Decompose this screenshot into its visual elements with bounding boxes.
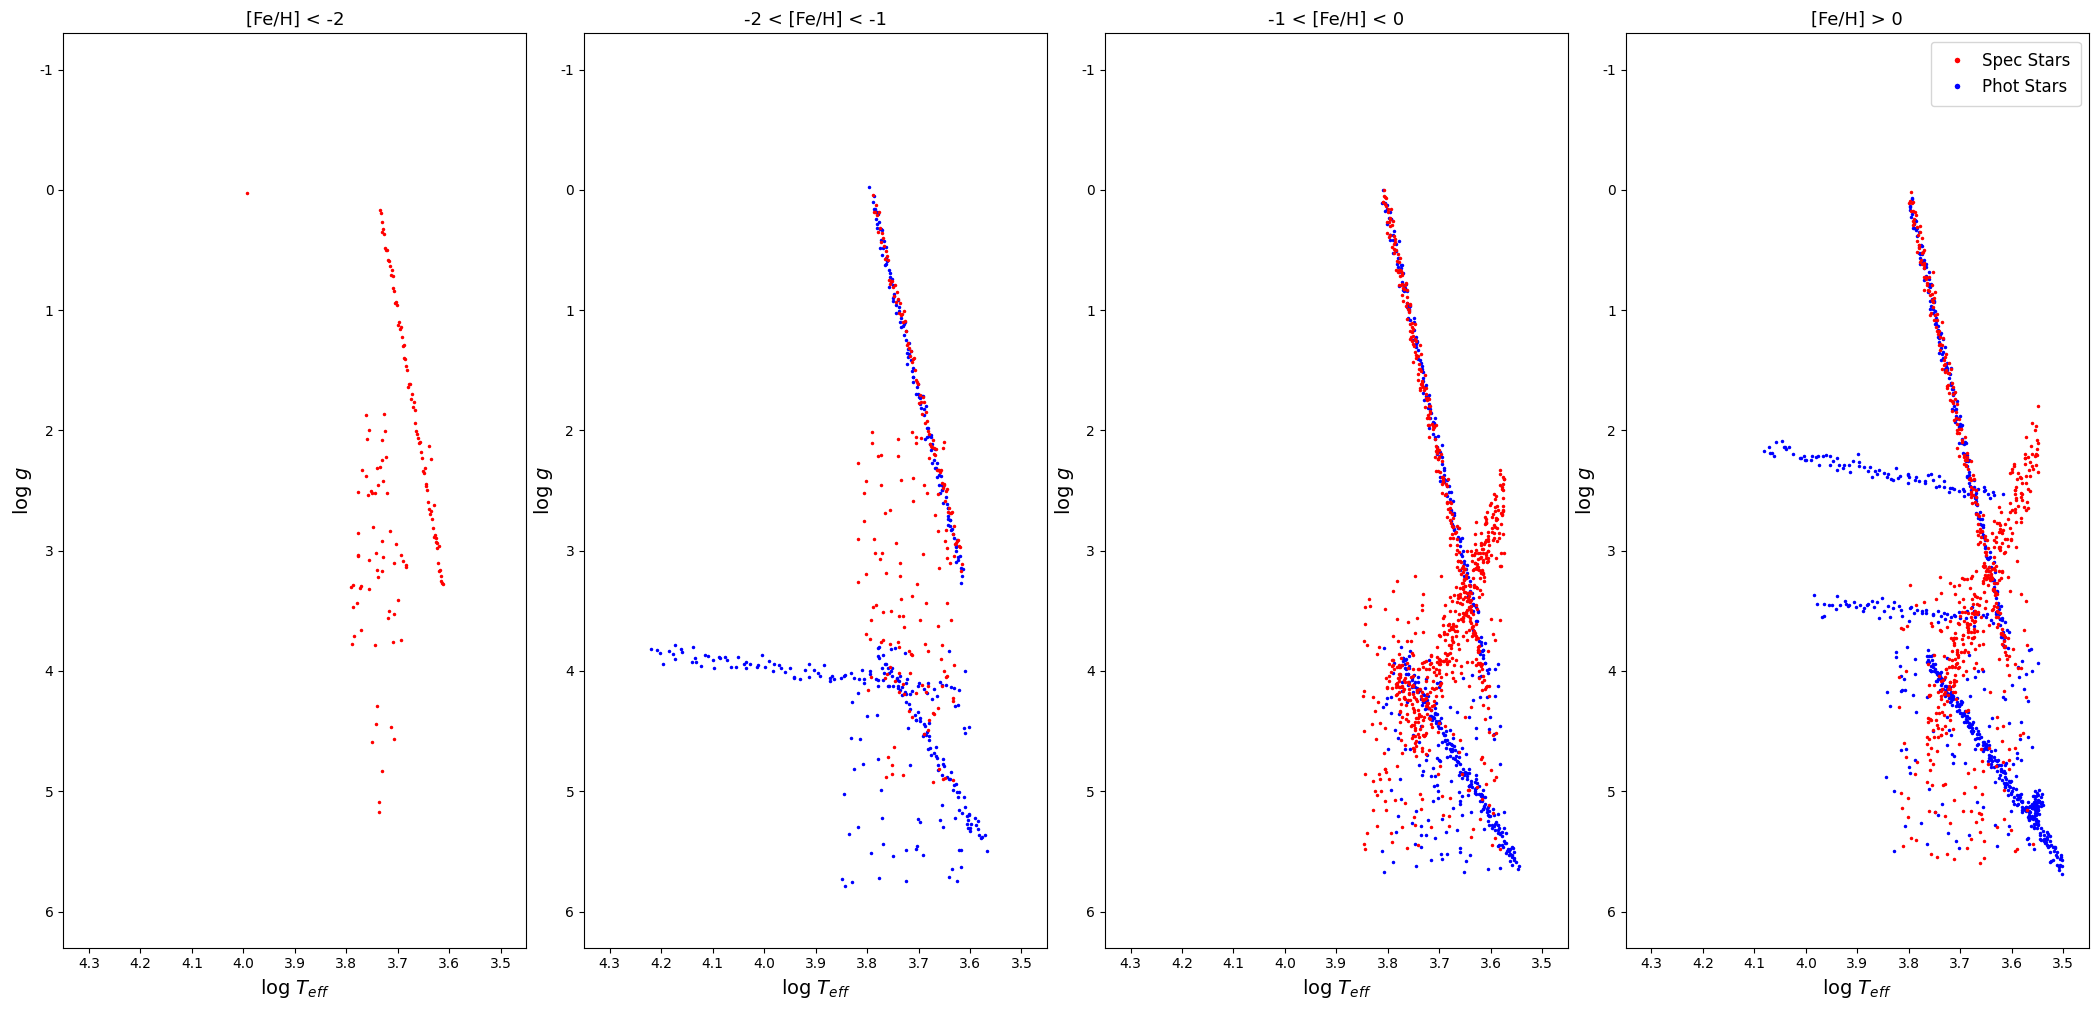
Title: -1 < [Fe/H] < 0: -1 < [Fe/H] < 0: [1268, 11, 1405, 29]
Legend: Spec Stars, Phot Stars: Spec Stars, Phot Stars: [1930, 41, 2081, 106]
X-axis label: log $T_{eff}$: log $T_{eff}$: [1823, 977, 1892, 1000]
Title: [Fe/H] > 0: [Fe/H] > 0: [1812, 11, 1903, 29]
Y-axis label: log $g$: log $g$: [531, 466, 554, 516]
Y-axis label: log $g$: log $g$: [1573, 466, 1596, 516]
X-axis label: log $T_{eff}$: log $T_{eff}$: [1302, 977, 1371, 1000]
Title: -2 < [Fe/H] < -1: -2 < [Fe/H] < -1: [743, 11, 886, 29]
Y-axis label: log $g$: log $g$: [1052, 466, 1075, 516]
X-axis label: log $T_{eff}$: log $T_{eff}$: [260, 977, 330, 1000]
X-axis label: log $T_{eff}$: log $T_{eff}$: [781, 977, 851, 1000]
Title: [Fe/H] < -2: [Fe/H] < -2: [246, 11, 344, 29]
Y-axis label: log $g$: log $g$: [10, 466, 34, 516]
